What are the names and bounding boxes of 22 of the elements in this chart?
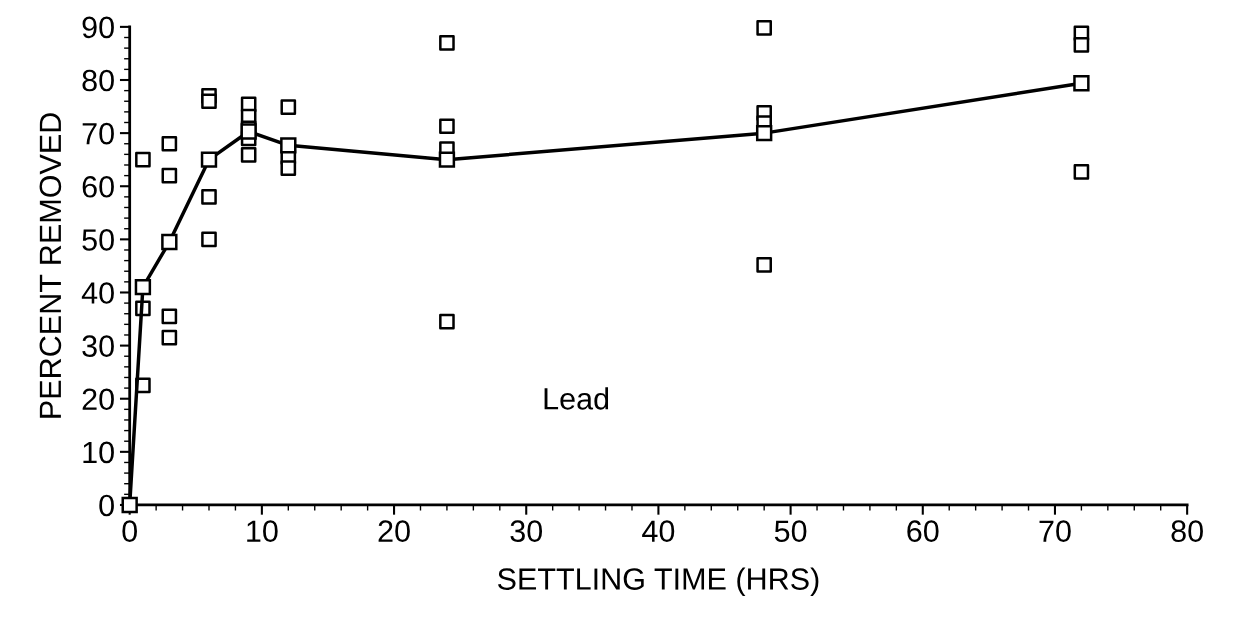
x-tick-label: 20 bbox=[378, 520, 410, 542]
x-axis-title: SETTLING TIME (HRS) bbox=[497, 567, 819, 596]
y-tick-label: 0 bbox=[99, 494, 114, 517]
x-tick-label: 30 bbox=[510, 520, 543, 542]
x-tick-label: 50 bbox=[774, 520, 807, 542]
x-tick-label: 10 bbox=[247, 520, 278, 542]
y-tick-label: 40 bbox=[81, 282, 114, 304]
y-tick-label: 20 bbox=[82, 388, 114, 411]
x-tick-label: 60 bbox=[907, 520, 939, 542]
y-tick-label: 30 bbox=[82, 335, 114, 357]
x-tick-label: 70 bbox=[1039, 520, 1071, 542]
y-tick-label: 50 bbox=[82, 229, 114, 251]
y-tick-label: 60 bbox=[82, 175, 114, 198]
annotation: Lead bbox=[544, 387, 609, 410]
x-tick-label: 40 bbox=[642, 520, 675, 542]
x-tick-label: 80 bbox=[1171, 520, 1203, 542]
y-axis-title: PERCENT REMOVED bbox=[39, 113, 62, 418]
y-tick-label: 80 bbox=[82, 69, 114, 92]
y-tick-label: 10 bbox=[83, 441, 114, 464]
y-tick-label: 90 bbox=[82, 16, 114, 39]
x-tick-label: 0 bbox=[122, 520, 137, 542]
y-tick-label: 70 bbox=[82, 122, 114, 145]
